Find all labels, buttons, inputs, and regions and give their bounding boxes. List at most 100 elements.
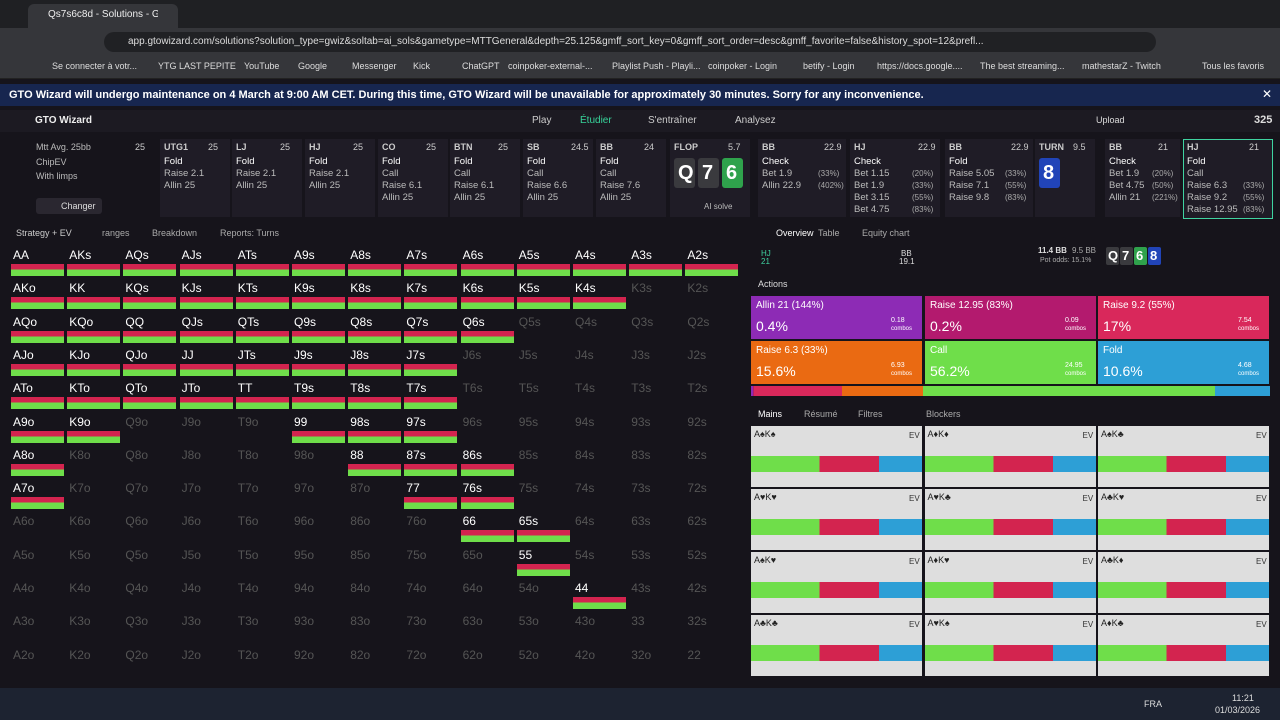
hand-cell[interactable]: 95s bbox=[515, 411, 571, 444]
hand-cell[interactable]: A7s bbox=[403, 245, 459, 277]
hand-cell[interactable]: 64o bbox=[459, 578, 515, 610]
nav-item[interactable]: Play bbox=[532, 115, 552, 126]
hand-cell[interactable]: K3o bbox=[66, 611, 122, 644]
action[interactable]: Raise 6.1 bbox=[454, 180, 495, 191]
hand-cell[interactable]: K3s bbox=[628, 278, 684, 311]
hand-cell[interactable]: A4s bbox=[572, 245, 627, 277]
actions-title[interactable]: Actions bbox=[758, 279, 788, 289]
bookmark[interactable]: coinpoker - Login bbox=[708, 61, 778, 71]
action[interactable]: Raise 2.1 bbox=[164, 168, 205, 179]
reports[interactable]: Reports: Turns bbox=[220, 228, 280, 238]
url[interactable]: app.gtowizard.com/solutions?solution_typ… bbox=[128, 36, 984, 47]
hand-cell[interactable]: 97s bbox=[403, 411, 459, 444]
action[interactable]: Bet 1.9 bbox=[1109, 168, 1140, 179]
hand-cell[interactable]: 75s bbox=[515, 478, 571, 511]
action[interactable]: Bet 1.15 bbox=[854, 168, 890, 179]
hand-cell[interactable]: 83s bbox=[628, 444, 684, 477]
action[interactable]: Raise 12.95 bbox=[1187, 204, 1238, 215]
hand-cell[interactable]: T8s bbox=[347, 378, 403, 411]
action[interactable]: Allin 25 bbox=[600, 192, 632, 203]
hand-cell[interactable]: 86s bbox=[459, 444, 515, 477]
change[interactable]: Changer bbox=[61, 201, 96, 211]
hand-cell[interactable]: J6s bbox=[459, 344, 515, 377]
history-col[interactable] bbox=[232, 139, 302, 217]
history-col[interactable] bbox=[1105, 139, 1180, 217]
hand-cell[interactable]: AA bbox=[10, 245, 65, 277]
action[interactable]: Raise 7.1 bbox=[949, 180, 990, 191]
hand-cell[interactable]: 95o bbox=[291, 544, 346, 577]
hand-cell[interactable]: T3o bbox=[234, 611, 290, 644]
action[interactable]: Raise 7.6 bbox=[600, 180, 641, 191]
hand-cell[interactable]: J8o bbox=[178, 444, 234, 477]
hand-cell[interactable]: T9o bbox=[234, 411, 290, 444]
hand-cell[interactable]: Q7s bbox=[403, 311, 459, 344]
hand-cell[interactable]: K6o bbox=[66, 511, 122, 544]
hand-cell[interactable]: A2s bbox=[684, 245, 740, 277]
close[interactable]: ✕ bbox=[1262, 87, 1273, 101]
hand-cell[interactable]: A5s bbox=[515, 245, 571, 277]
bookmark[interactable]: betify - Login bbox=[803, 61, 855, 71]
bookmark[interactable]: YTG LAST PEPITE bbox=[158, 61, 236, 71]
hand-cell[interactable]: 93s bbox=[628, 411, 684, 444]
history-col[interactable] bbox=[523, 139, 593, 217]
hand-cell[interactable]: 53s bbox=[628, 544, 684, 577]
hand-cell[interactable]: 33 bbox=[628, 611, 684, 644]
breakdown[interactable]: Breakdown bbox=[152, 228, 198, 238]
hand-cell[interactable]: QTs bbox=[234, 311, 290, 344]
hand-cell[interactable]: 32s bbox=[684, 611, 740, 644]
hand-cell[interactable]: K5o bbox=[66, 544, 122, 577]
history-col[interactable] bbox=[160, 139, 230, 217]
hand-cell[interactable]: J7s bbox=[403, 344, 459, 377]
action-box[interactable] bbox=[751, 341, 922, 384]
hand-cell[interactable]: KJo bbox=[66, 344, 122, 377]
action-box[interactable] bbox=[925, 296, 1096, 339]
hand-cell[interactable]: 83o bbox=[347, 611, 403, 644]
hand-cell[interactable]: T7s bbox=[403, 378, 459, 411]
hand-cell[interactable]: AJs bbox=[178, 245, 234, 277]
action[interactable]: Allin 25 bbox=[454, 192, 486, 203]
hand-cell[interactable]: Q2s bbox=[684, 311, 740, 344]
hand-cell[interactable]: K2s bbox=[684, 278, 740, 311]
action[interactable]: Call bbox=[454, 168, 471, 179]
hand-cell[interactable]: 99 bbox=[291, 411, 346, 444]
hand-cell[interactable]: 42s bbox=[684, 578, 740, 610]
hand-cell[interactable]: KJs bbox=[178, 278, 234, 311]
hand-cell[interactable]: T7o bbox=[234, 478, 290, 511]
mode[interactable]: Strategy + EV bbox=[16, 228, 72, 238]
hand-cell[interactable]: 32o bbox=[628, 644, 684, 677]
hand-cell[interactable]: JTo bbox=[178, 378, 234, 411]
action-box[interactable] bbox=[1098, 341, 1269, 384]
action[interactable]: Call bbox=[1187, 168, 1204, 179]
ranges[interactable]: ranges bbox=[102, 228, 130, 238]
hand-cell[interactable]: 52s bbox=[684, 544, 740, 577]
action[interactable]: Call bbox=[527, 168, 544, 179]
bookmark[interactable]: ChatGPT bbox=[462, 61, 500, 71]
nav-item[interactable]: S'entraîner bbox=[648, 115, 697, 126]
nav-item[interactable]: Analysez bbox=[735, 115, 776, 126]
hand-cell[interactable]: Q6s bbox=[459, 311, 515, 344]
hand-cell[interactable]: KTo bbox=[66, 378, 122, 411]
hand-cell[interactable]: J9s bbox=[291, 344, 346, 377]
hand-cell[interactable]: 87s bbox=[403, 444, 459, 477]
hand-cell[interactable]: 73o bbox=[403, 611, 459, 644]
hand-cell[interactable]: AKo bbox=[10, 278, 65, 311]
hand-cell[interactable]: A3o bbox=[10, 611, 65, 644]
action[interactable]: Raise 9.2 bbox=[1187, 192, 1228, 203]
hand-cell[interactable]: 72o bbox=[403, 644, 459, 677]
hand-cell[interactable]: T8o bbox=[234, 444, 290, 477]
hand-cell[interactable]: KQo bbox=[66, 311, 122, 344]
hand-cell[interactable]: A9o bbox=[10, 411, 65, 444]
bookmark[interactable]: Kick bbox=[413, 61, 431, 71]
hand-cell[interactable]: Q7o bbox=[122, 478, 178, 511]
hand-cell[interactable]: ATo bbox=[10, 378, 65, 411]
action[interactable]: Fold bbox=[1187, 156, 1206, 167]
hand-cell[interactable]: 94o bbox=[291, 578, 346, 610]
hand-cell[interactable]: 97o bbox=[291, 478, 346, 511]
hand-cell[interactable]: Q3s bbox=[628, 311, 684, 344]
hand-cell[interactable]: AJo bbox=[10, 344, 65, 377]
subtab[interactable]: Filtres bbox=[858, 409, 883, 419]
panel-tab[interactable]: Overview bbox=[776, 228, 814, 238]
hand-cell[interactable]: 92o bbox=[291, 644, 346, 677]
hand-cell[interactable]: 86o bbox=[347, 511, 403, 544]
hand-cell[interactable]: K8s bbox=[347, 278, 403, 311]
